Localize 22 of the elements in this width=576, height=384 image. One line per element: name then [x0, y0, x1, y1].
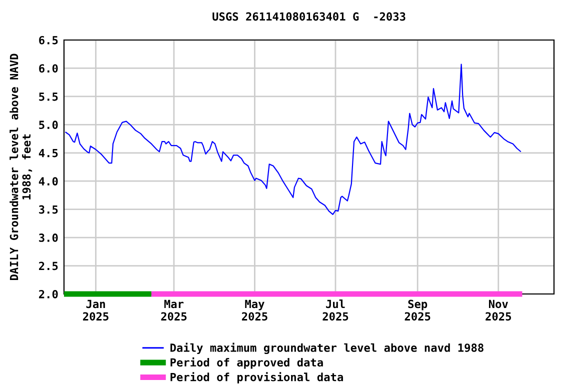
y-axis-title: DAILY Groundwater level above NAVD 1988, feet — [10, 54, 32, 280]
y-tick-label: 3.5 — [39, 205, 58, 214]
y-tick-label: 3.0 — [39, 234, 58, 242]
legend-label: Period of approved data — [170, 357, 323, 369]
legend-label: Period of provisional data — [170, 372, 343, 384]
y-tick-label: 2.0 — [39, 290, 58, 298]
x-tick-label: May 2025 — [242, 300, 268, 321]
x-tick-label: Jan 2025 — [83, 300, 108, 321]
line-series — [64, 64, 522, 215]
y-tick-label: 6.5 — [39, 36, 58, 44]
x-tick-label: Sep 2025 — [404, 300, 430, 321]
x-tick-label: Jul 2025 — [322, 300, 348, 321]
y-tick-label: 4.5 — [38, 149, 58, 158]
y-tick-label: 4.0 — [38, 177, 58, 186]
y-tick-label: 5.5 — [39, 92, 58, 101]
y-tick-label: 2.5 — [39, 262, 58, 270]
y-tick-label: 6.0 — [39, 64, 58, 73]
x-tick-label: Nov 2025 — [486, 300, 512, 321]
chart-title: USGS 261141080163401 G -2033 — [212, 12, 406, 21]
y-tick-label: 5.0 — [39, 120, 58, 130]
x-tick-label: Mar 2025 — [161, 300, 187, 321]
legend-label: Daily maximum groundwater level above navd 1988 — [170, 342, 484, 354]
